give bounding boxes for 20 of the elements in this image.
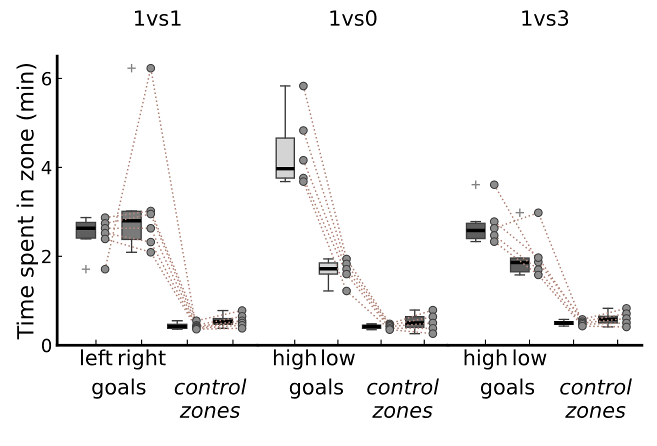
- x-tick-label: low: [322, 349, 355, 366]
- chart-title: 1vs3: [522, 10, 568, 26]
- text: control zones: [560, 378, 632, 418]
- chart-title: 1vs0: [330, 10, 376, 26]
- x-tick-label: high: [274, 349, 316, 370]
- x-tick-label: low: [514, 349, 546, 366]
- y-tick-label: 2: [42, 250, 50, 264]
- text: control zones: [367, 378, 439, 418]
- y-tick-label: 4: [42, 161, 52, 174]
- chart-title: 1vs1: [135, 10, 181, 26]
- text: goals: [290, 378, 344, 399]
- y-axis-title: Time spent in zone (min): [16, 64, 38, 340]
- x-tick-label: left: [81, 349, 112, 366]
- y-tick-label: 6: [42, 72, 52, 86]
- x-tick-label: right: [119, 349, 166, 370]
- x-tick-label: high: [464, 349, 506, 370]
- text: goals: [92, 378, 146, 399]
- text: control zones: [174, 378, 246, 418]
- y-tick-label: 0: [42, 338, 52, 352]
- text: goals: [480, 378, 534, 399]
